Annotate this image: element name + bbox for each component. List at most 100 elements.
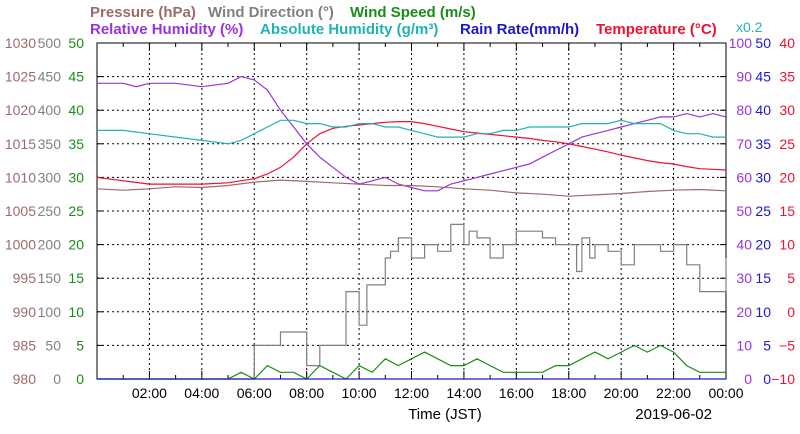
y-tick-label-temperature: 25 (779, 136, 795, 152)
y-tick-label-pressure: 1005 (5, 203, 36, 219)
x-tick-label: 00:00 (708, 385, 743, 401)
y-tick-label-rain: 5 (763, 337, 771, 353)
y-tick-label-wind-direction: 0 (53, 371, 61, 387)
y-tick-label-humidity: 40 (736, 237, 752, 253)
y-tick-label-rain: 50 (755, 35, 771, 51)
chart-legend: Pressure (hPa) Wind Direction (°) Wind Spe… (90, 4, 717, 38)
y-tick-label-humidity: 70 (736, 136, 752, 152)
legend-entry: Absolute Humidity (g/m³) (260, 21, 438, 38)
y-tick-label-rain: 20 (755, 237, 771, 253)
y-tick-label-wind-speed: 25 (68, 203, 84, 219)
y-tick-label-humidity: 30 (736, 270, 752, 286)
y-tick-label-wind-direction: 250 (38, 203, 62, 219)
legend-entry: Temperature (°C) (596, 21, 717, 38)
y-tick-label-pressure: 1025 (5, 69, 36, 85)
y-tick-label-humidity: 90 (736, 69, 752, 85)
x-tick-label: 02:00 (132, 385, 167, 401)
x-axis-label: Time (JST) (408, 406, 482, 423)
y-tick-label-temperature: 0 (787, 304, 795, 320)
y-tick-label-wind-direction: 100 (38, 304, 62, 320)
date-label: 2019-06-02 (635, 406, 712, 423)
y-tick-label-humidity: 50 (736, 203, 752, 219)
y-tick-label-temperature: 10 (779, 237, 795, 253)
y-tick-label-humidity: 60 (736, 169, 752, 185)
y-tick-label-wind-speed: 50 (68, 35, 84, 51)
y-tick-label-wind-speed: 30 (68, 169, 84, 185)
y-tick-label-humidity: 20 (736, 304, 752, 320)
y-tick-label-temperature: 40 (779, 35, 795, 51)
y-tick-label-rain: 25 (755, 203, 771, 219)
y-tick-label-humidity: 80 (736, 102, 752, 118)
y-tick-label-rain: 0 (763, 371, 771, 387)
y-tick-label-wind-direction: 450 (38, 69, 62, 85)
y-tick-label-wind-speed: 45 (68, 69, 84, 85)
y-tick-label-humidity: 10 (736, 337, 752, 353)
x-tick-label: 18:00 (551, 385, 586, 401)
y-tick-label-temperature: 15 (779, 203, 795, 219)
y-tick-label-rain: 45 (755, 69, 771, 85)
y-tick-label-rain: 30 (755, 169, 771, 185)
y-tick-label-wind-speed: 15 (68, 270, 84, 286)
y-tick-label-wind-direction: 300 (38, 169, 62, 185)
legend-entry: Wind Direction (°) (208, 4, 334, 21)
x-tick-label: 14:00 (446, 385, 481, 401)
y-tick-label-rain: 40 (755, 102, 771, 118)
y-tick-label-wind-speed: 10 (68, 304, 84, 320)
y-tick-label-wind-speed: 35 (68, 136, 84, 152)
y-tick-label-wind-speed: 5 (76, 337, 84, 353)
right-axes: 0102030405060708090100051015202530354045… (720, 35, 795, 387)
y-tick-label-wind-direction: 500 (38, 35, 62, 51)
series-line-pressure (96, 179, 727, 197)
x-tick-label: 04:00 (184, 385, 219, 401)
y-tick-label-wind-speed: 0 (76, 371, 84, 387)
series-line-wind-speed (97, 344, 726, 380)
series-group (96, 75, 727, 380)
legend-entry: Wind Speed (m/s) (350, 4, 476, 21)
y-tick-label-wind-speed: 40 (68, 102, 84, 118)
series-line-humidity (97, 75, 727, 192)
y-tick-label-pressure: 1020 (5, 102, 36, 118)
y-tick-label-pressure: 1000 (5, 237, 36, 253)
y-tick-label-pressure: 1030 (5, 35, 36, 51)
legend-entry: Rain Rate(mm/h) (460, 21, 579, 38)
y-tick-label-pressure: 990 (13, 304, 37, 320)
y-tick-label-wind-direction: 400 (38, 102, 62, 118)
x-tick-label: 22:00 (656, 385, 691, 401)
legend-entry: Pressure (hPa) (90, 4, 196, 21)
y-tick-label-wind-direction: 350 (38, 136, 62, 152)
y-tick-label-pressure: 985 (13, 337, 37, 353)
y-tick-label-temperature: 5 (787, 270, 795, 286)
y-tick-label-humidity: 0 (744, 371, 752, 387)
x-axis: 02:00 04:00 06:00 08:00 10:00 12:00 14:00 16:00… (132, 385, 744, 401)
gridlines (97, 43, 726, 379)
y-tick-label-temperature: 20 (779, 169, 795, 185)
y-tick-label-rain: 10 (755, 304, 771, 320)
x-tick-label: 20:00 (604, 385, 639, 401)
y-tick-label-wind-direction: 150 (38, 270, 62, 286)
rain-scale-note: x0.2 (736, 19, 763, 35)
y-tick-label-pressure: 995 (13, 270, 37, 286)
x-tick-label: 16:00 (499, 385, 534, 401)
y-tick-label-rain: 15 (755, 270, 771, 286)
series-line-temperature (96, 121, 727, 185)
x-tick-label: 08:00 (289, 385, 324, 401)
y-tick-label-pressure: 1015 (5, 136, 36, 152)
y-tick-label-temperature: 35 (779, 69, 795, 85)
y-tick-label-wind-direction: 200 (38, 237, 62, 253)
y-tick-label-temperature: −5 (779, 337, 795, 353)
x-tick-label: 10:00 (342, 385, 377, 401)
legend-entry: Relative Humidity (%) (90, 21, 243, 38)
series-line-wind-direction (97, 223, 727, 380)
y-tick-label-humidity: 100 (729, 35, 753, 51)
x-tick-label: 06:00 (237, 385, 272, 401)
y-tick-label-wind-speed: 20 (68, 237, 84, 253)
y-tick-label-temperature: 30 (779, 102, 795, 118)
y-tick-label-pressure: 1010 (5, 169, 36, 185)
series-line-humidity (97, 119, 726, 145)
left-axes: 9809859909951000100510101015102010251030… (5, 35, 103, 387)
y-tick-label-wind-direction: 50 (45, 337, 61, 353)
x-tick-label: 12:00 (394, 385, 429, 401)
y-tick-label-rain: 35 (755, 136, 771, 152)
y-tick-label-temperature: −10 (771, 371, 795, 387)
